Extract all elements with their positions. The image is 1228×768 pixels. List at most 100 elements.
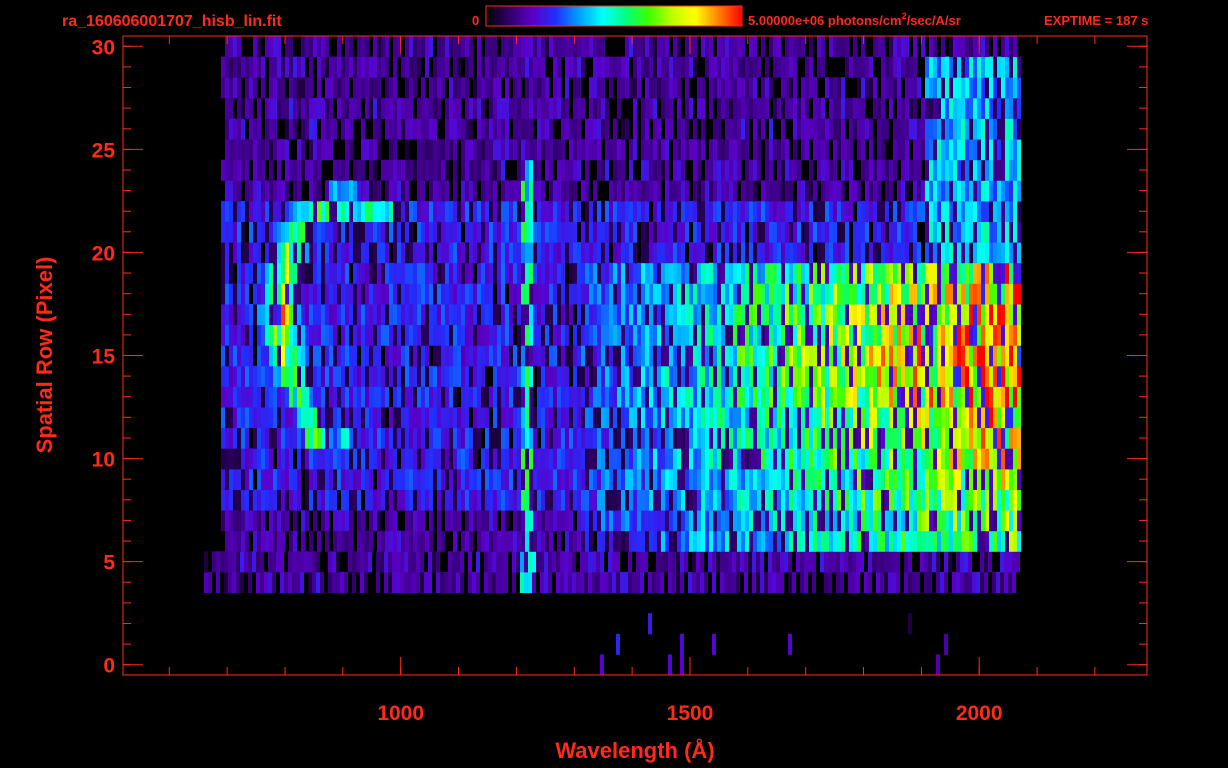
- heat-cell: [597, 283, 601, 305]
- heat-cell: [436, 551, 440, 573]
- heat-cell: [593, 283, 597, 305]
- heat-cell: [373, 365, 377, 387]
- heat-cell: [297, 365, 301, 387]
- heat-cell: [309, 530, 313, 552]
- heat-cell: [277, 468, 281, 490]
- heat-cell: [329, 468, 333, 490]
- heat-cell: [869, 56, 873, 78]
- heat-cell: [261, 468, 265, 490]
- heat-cell: [253, 77, 257, 99]
- heat-cell: [993, 56, 997, 78]
- heat-cell: [412, 571, 416, 593]
- heat-cell: [869, 283, 873, 305]
- heat-cell: [393, 365, 397, 387]
- heat-cell: [257, 324, 261, 346]
- heat-cell: [669, 56, 673, 78]
- heat-cell: [581, 221, 585, 243]
- heat-cell: [537, 97, 541, 119]
- heat-cell: [229, 448, 233, 470]
- heat-cell: [309, 386, 313, 408]
- heat-cell: [309, 77, 313, 99]
- heat-cell: [357, 97, 361, 119]
- heat-cell: [809, 36, 813, 58]
- heat-cell: [769, 324, 773, 346]
- heat-cell: [1001, 221, 1005, 243]
- heat-cell: [593, 56, 597, 78]
- heat-cell: [237, 36, 241, 58]
- heat-cell: [453, 345, 457, 367]
- heat-cell: [865, 118, 869, 140]
- heat-cell: [617, 139, 621, 161]
- heat-cell: [649, 386, 653, 408]
- heat-cell: [316, 551, 320, 573]
- heat-cell: [397, 407, 401, 429]
- heat-cell: [225, 407, 229, 429]
- heat-cell: [309, 283, 313, 305]
- heat-cell: [989, 345, 993, 367]
- heat-cell: [457, 427, 461, 449]
- heat-cell: [853, 510, 857, 532]
- heat-cell: [961, 97, 965, 119]
- heat-cell: [228, 551, 232, 573]
- heat-cell: [849, 262, 853, 284]
- heat-cell: [629, 36, 633, 58]
- heat-cell: [745, 283, 749, 305]
- heat-cell: [293, 324, 297, 346]
- heat-cell: [817, 468, 821, 490]
- heat-cell: [853, 180, 857, 202]
- heat-cell: [973, 468, 977, 490]
- heat-cell: [685, 489, 689, 511]
- heat-cell: [389, 77, 393, 99]
- heat-cell: [429, 448, 433, 470]
- heat-cell: [589, 242, 593, 264]
- heat-cell: [389, 324, 393, 346]
- heat-cell: [405, 118, 409, 140]
- heat-cell: [701, 489, 705, 511]
- heat-cell: [533, 180, 537, 202]
- heat-cell: [597, 262, 601, 284]
- heat-cell: [653, 510, 657, 532]
- heat-cell: [697, 530, 701, 552]
- heat-cell: [473, 345, 477, 367]
- heat-cell: [369, 159, 373, 181]
- heat-cell: [693, 489, 697, 511]
- heat-cell: [617, 159, 621, 181]
- heat-cell: [789, 283, 793, 305]
- heat-cell: [469, 180, 473, 202]
- heat-cell: [733, 489, 737, 511]
- heat-cell: [885, 283, 889, 305]
- heat-cell: [345, 36, 349, 58]
- heat-cell: [265, 365, 269, 387]
- heat-cell: [601, 365, 605, 387]
- heat-cell: [1013, 77, 1017, 99]
- heat-cell: [265, 221, 269, 243]
- heat-cell: [237, 324, 241, 346]
- heat-cell: [869, 304, 873, 326]
- heat-cell: [860, 551, 864, 573]
- heat-cell: [261, 159, 265, 181]
- heat-cell: [497, 427, 501, 449]
- heat-cell: [612, 551, 616, 573]
- heat-cell: [405, 386, 409, 408]
- heat-cell: [957, 510, 961, 532]
- heat-cell: [713, 365, 717, 387]
- heat-cell: [577, 530, 581, 552]
- heat-cell: [849, 56, 853, 78]
- heat-cell: [261, 200, 265, 222]
- heat-cell: [837, 345, 841, 367]
- heat-cell: [741, 304, 745, 326]
- heat-cell: [581, 489, 585, 511]
- heat-cell: [637, 304, 641, 326]
- heat-cell: [261, 221, 265, 243]
- heat-cell: [429, 97, 433, 119]
- heat-cell: [497, 118, 501, 140]
- heat-cell: [277, 180, 281, 202]
- heat-cell: [345, 365, 349, 387]
- heat-cell: [241, 159, 245, 181]
- heat-cell: [548, 551, 552, 573]
- heat-cell: [305, 510, 309, 532]
- heat-cell: [485, 36, 489, 58]
- heat-cell: [737, 427, 741, 449]
- heat-cell: [332, 571, 336, 593]
- heat-cell: [881, 56, 885, 78]
